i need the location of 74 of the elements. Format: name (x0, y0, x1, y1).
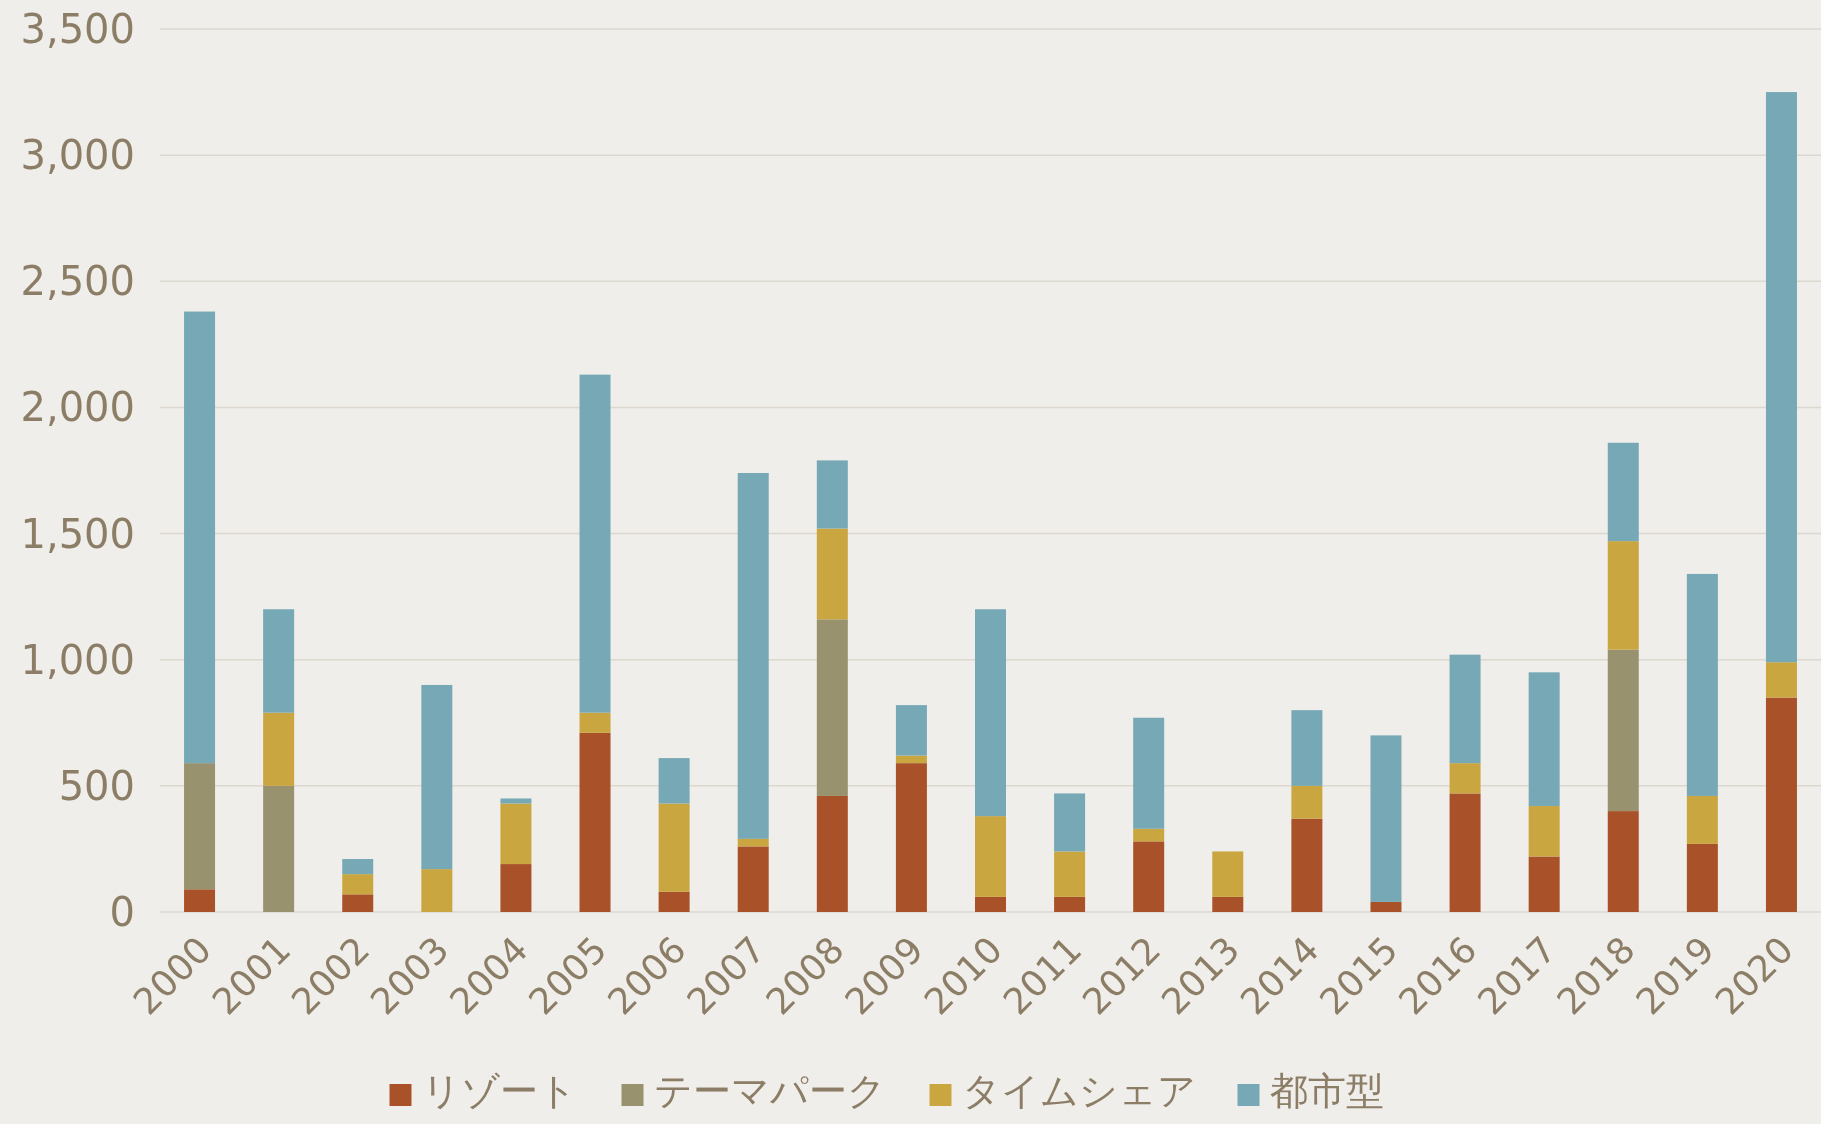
legend-label: タイムシェア (961, 1069, 1196, 1113)
bar (1607, 442, 1639, 542)
bar (1686, 843, 1718, 912)
bar (737, 473, 769, 839)
bar (1291, 818, 1323, 912)
bar (1133, 841, 1165, 912)
legend-label: 都市型 (1269, 1069, 1384, 1113)
bar (737, 838, 769, 847)
bar (184, 763, 216, 890)
y-tick-label: 500 (58, 762, 135, 809)
bar (1133, 828, 1165, 842)
bar (263, 712, 295, 786)
bar (421, 869, 453, 912)
bar (1765, 697, 1797, 912)
bar (1212, 896, 1244, 912)
y-tick-label: 0 (109, 889, 135, 935)
bar (1054, 851, 1086, 897)
bar (1528, 672, 1560, 807)
bar (500, 803, 532, 865)
y-tick-label: 2,000 (20, 384, 135, 431)
bar (1054, 896, 1086, 912)
bar (816, 460, 848, 529)
bar (342, 894, 374, 912)
bar (184, 889, 216, 912)
bar (658, 758, 690, 804)
bar (816, 619, 848, 796)
bar (895, 705, 927, 756)
bar (1528, 856, 1560, 912)
bar (1528, 806, 1560, 857)
bar (1291, 710, 1323, 786)
bar (1370, 735, 1402, 902)
bar (1607, 649, 1639, 812)
legend-label: テーマパーク (653, 1069, 886, 1113)
bar (500, 798, 532, 804)
bar (263, 609, 295, 713)
bar (263, 785, 295, 912)
y-tick-label: 3,000 (20, 132, 135, 179)
bar (579, 732, 611, 912)
bar (1370, 901, 1402, 912)
bar (975, 896, 1006, 912)
bar (895, 763, 927, 912)
bar (1449, 763, 1481, 794)
bar (1765, 662, 1797, 698)
bar (184, 311, 216, 764)
bar (342, 859, 374, 875)
y-tick-label: 3,500 (20, 6, 135, 52)
bar (1686, 795, 1718, 844)
bar (579, 712, 611, 733)
bar (1212, 851, 1244, 897)
bar (1686, 573, 1718, 796)
bar (658, 891, 690, 912)
bar (342, 874, 374, 895)
bar (421, 684, 453, 870)
bar (500, 864, 532, 912)
bar (816, 795, 848, 912)
bar (975, 609, 1006, 817)
bar (579, 374, 611, 713)
bar (737, 846, 769, 912)
bar (1449, 793, 1481, 912)
bar (658, 803, 690, 892)
bar (1133, 717, 1165, 829)
bar (975, 816, 1006, 897)
bar (1607, 811, 1639, 912)
y-tick-label: 1,000 (20, 636, 135, 683)
bar (1291, 785, 1323, 819)
bar (1449, 654, 1481, 764)
y-tick-label: 2,500 (20, 258, 135, 305)
bar (1054, 793, 1086, 852)
bar (1607, 541, 1639, 650)
bar (1765, 92, 1797, 663)
bar (895, 755, 927, 764)
bar (816, 528, 848, 620)
y-tick-label: 1,500 (20, 510, 135, 557)
legend-label: リゾート (421, 1069, 577, 1113)
